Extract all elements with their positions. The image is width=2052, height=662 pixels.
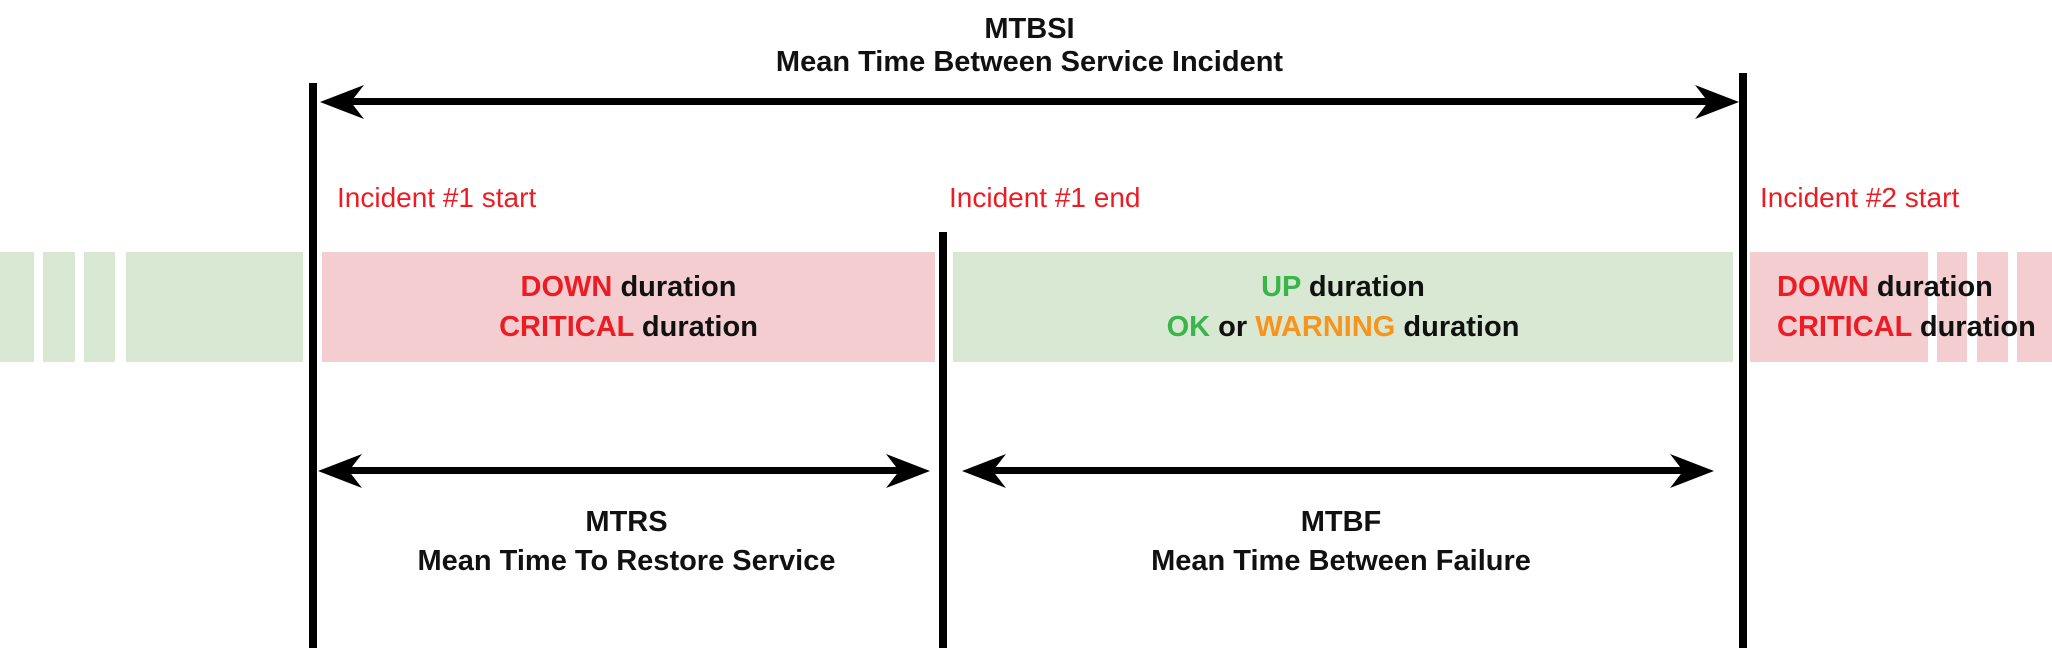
arrow-shaft bbox=[348, 467, 900, 474]
down-duration-band-2 bbox=[1750, 252, 1928, 362]
ok-warning-line-2: OK or WARNING duration bbox=[1166, 311, 1520, 343]
down-duration-text: DOWN duration CRITICAL duration bbox=[322, 252, 935, 362]
incident-1-end-line bbox=[939, 232, 947, 648]
mtbf-abbreviation: MTBF bbox=[1300, 506, 1382, 538]
incident-2-start-line bbox=[1739, 73, 1747, 648]
mtrs-label: MTRS Mean Time To Restore Service bbox=[313, 503, 940, 581]
up-duration-band bbox=[953, 252, 1733, 362]
up-duration-text: UP duration OK or WARNING duration bbox=[953, 252, 1733, 362]
incident-1-start-line bbox=[309, 83, 317, 648]
arrow-shaft bbox=[350, 98, 1709, 105]
critical-2-line-2: CRITICAL duration bbox=[1777, 311, 2036, 343]
downtime-history-segment bbox=[1977, 252, 2008, 362]
uptime-history-segment bbox=[84, 252, 115, 362]
down-2-line-1: DOWN duration bbox=[1777, 271, 1993, 303]
down-duration-band bbox=[322, 252, 935, 362]
mtrs-span-arrow bbox=[318, 454, 930, 488]
mtbf-full-name: Mean Time Between Failure bbox=[1151, 545, 1531, 577]
critical-line-2: CRITICAL duration bbox=[499, 311, 758, 343]
incident-1-start-label: Incident #1 start bbox=[337, 182, 537, 213]
downtime-history-segment bbox=[1937, 252, 1967, 362]
up-line-1: UP duration bbox=[1261, 271, 1425, 303]
mtbsi-span-arrow bbox=[320, 85, 1739, 119]
incident-1-end-label: Incident #1 end bbox=[949, 182, 1141, 213]
mtbf-span-arrow bbox=[962, 454, 1714, 488]
down-line-1: DOWN duration bbox=[520, 271, 737, 303]
diagram-title: MTBSI Mean Time Between Service Incident bbox=[320, 13, 1739, 79]
down-duration-2-text: DOWN duration CRITICAL duration bbox=[1777, 252, 2036, 362]
arrow-shaft bbox=[992, 467, 1684, 474]
mtrs-abbreviation: MTRS bbox=[585, 506, 668, 538]
title-full-name: Mean Time Between Service Incident bbox=[775, 46, 1284, 78]
mtrs-full-name: Mean Time To Restore Service bbox=[417, 545, 836, 577]
uptime-history-segment bbox=[126, 252, 303, 362]
title-abbreviation: MTBSI bbox=[984, 13, 1075, 45]
mtbf-label: MTBF Mean Time Between Failure bbox=[940, 503, 1742, 581]
uptime-history-segment bbox=[43, 252, 75, 362]
incident-2-start-label: Incident #2 start bbox=[1760, 182, 1960, 213]
downtime-history-segment bbox=[2017, 252, 2052, 362]
uptime-history-segment bbox=[0, 252, 34, 362]
